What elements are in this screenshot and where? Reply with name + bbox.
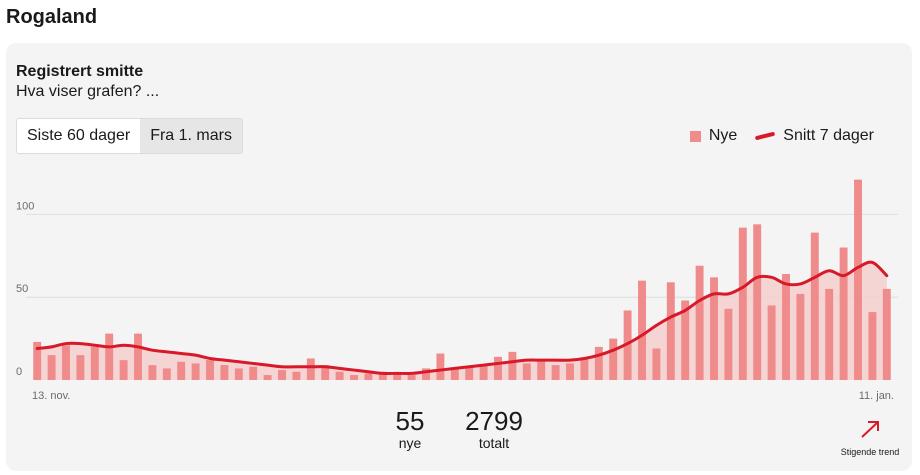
bar-new-cases[interactable] <box>666 282 675 380</box>
bar-new-cases[interactable] <box>436 353 445 380</box>
bar-new-cases[interactable] <box>335 371 344 380</box>
trend-indicator: Stigende trend <box>830 418 910 457</box>
bar-new-cases[interactable] <box>422 368 430 380</box>
legend-item-new: Nye <box>689 127 738 145</box>
bar-new-cases[interactable] <box>882 288 891 380</box>
bar-new-cases[interactable] <box>681 300 690 380</box>
bar-new-cases[interactable] <box>33 341 42 380</box>
period-toggle: Siste 60 dager Fra 1. mars <box>16 118 243 154</box>
bar-new-cases[interactable] <box>522 363 531 380</box>
legend-label-avg: Snitt 7 dager <box>783 127 874 144</box>
bar-new-cases[interactable] <box>767 305 776 380</box>
bar-new-cases[interactable] <box>782 274 790 380</box>
bar-new-cases[interactable] <box>580 358 589 380</box>
bar-new-cases[interactable] <box>76 355 85 380</box>
page-title: Rogaland <box>6 6 98 28</box>
legend-label-new: Nye <box>708 127 738 144</box>
bar-new-cases[interactable] <box>508 351 517 380</box>
arrow-up-right-icon <box>861 421 879 438</box>
line-7-day-average <box>35 260 889 375</box>
bar-new-cases[interactable] <box>119 360 128 380</box>
bar-new-cases[interactable] <box>695 265 704 380</box>
bar-new-cases[interactable] <box>148 365 157 380</box>
bar-new-cases[interactable] <box>494 356 502 380</box>
bar-new-cases[interactable] <box>407 375 416 380</box>
cases-chart: 0 50 100 13. nov. 11. jan. <box>16 179 898 402</box>
bar-new-cases[interactable] <box>738 227 747 380</box>
legend-item-avg: Snitt 7 dager <box>755 127 874 145</box>
y-tick-label: 50 <box>16 283 28 295</box>
bar-new-cases[interactable] <box>177 361 186 380</box>
bar-new-cases[interactable] <box>378 371 387 380</box>
bar-new-cases[interactable] <box>350 375 358 380</box>
bar-new-cases[interactable] <box>753 224 762 380</box>
bar-new-cases[interactable] <box>306 358 315 380</box>
bar-new-cases[interactable] <box>393 373 402 380</box>
card-title: Registrert smitte <box>16 63 144 80</box>
bar-new-cases[interactable] <box>638 280 646 380</box>
bar-new-cases[interactable] <box>724 308 733 380</box>
bar-new-cases[interactable] <box>594 346 603 380</box>
bar-new-cases[interactable] <box>652 348 661 380</box>
chart-card: Registrert smitte Hva viser grafen? ... … <box>6 43 912 471</box>
bar-new-cases[interactable] <box>191 363 200 380</box>
bar-new-cases[interactable] <box>825 288 834 380</box>
chart-legend: Nye Snitt 7 dager <box>672 127 874 145</box>
bar-new-cases[interactable] <box>220 365 229 380</box>
trend-label: Stigende trend <box>840 447 900 457</box>
total-cases-label: totalt <box>478 435 510 451</box>
bar-new-cases[interactable] <box>854 179 862 380</box>
bar-new-cases[interactable] <box>162 368 171 380</box>
bar-new-cases[interactable] <box>263 375 272 380</box>
bar-new-cases[interactable] <box>249 366 258 380</box>
legend-bar-swatch <box>689 130 701 142</box>
bar-new-cases[interactable] <box>62 345 70 380</box>
bar-new-cases[interactable] <box>839 247 848 380</box>
bar-new-cases[interactable] <box>609 338 618 380</box>
bar-new-cases[interactable] <box>278 370 286 380</box>
chart-help-link[interactable]: Hva viser grafen? ... <box>16 83 160 100</box>
bar-new-cases[interactable] <box>321 365 330 380</box>
bar-new-cases[interactable] <box>292 371 301 380</box>
option-since-march-1[interactable]: Fra 1. mars <box>140 119 242 153</box>
bar-new-cases[interactable] <box>105 333 114 380</box>
bar-new-cases[interactable] <box>479 365 488 380</box>
new-cases-value: 55 <box>395 406 425 436</box>
bar-new-cases[interactable] <box>234 368 243 380</box>
new-cases-label: nye <box>398 435 422 451</box>
bar-new-cases[interactable] <box>134 333 142 380</box>
bar-new-cases[interactable] <box>710 277 718 380</box>
bar-new-cases[interactable] <box>465 366 474 380</box>
total-cases-value: 2799 <box>465 406 523 436</box>
y-tick-label: 0 <box>16 366 22 378</box>
bar-new-cases[interactable] <box>537 360 546 380</box>
bar-new-cases[interactable] <box>90 346 99 380</box>
bar-new-cases[interactable] <box>796 293 805 380</box>
y-tick-label: 100 <box>16 200 34 212</box>
bar-new-cases[interactable] <box>47 355 56 380</box>
bar-new-cases[interactable] <box>551 365 560 380</box>
option-last-60-days[interactable]: Siste 60 dager <box>17 119 141 153</box>
x-tick-end: 11. jan. <box>859 390 894 402</box>
bar-new-cases[interactable] <box>450 368 459 380</box>
x-tick-start: 13. nov. <box>32 390 70 402</box>
bar-new-cases[interactable] <box>206 360 214 380</box>
bar-new-cases[interactable] <box>868 312 877 380</box>
bar-new-cases[interactable] <box>810 232 819 380</box>
bar-new-cases[interactable] <box>566 363 574 380</box>
bar-new-cases[interactable] <box>364 373 373 380</box>
